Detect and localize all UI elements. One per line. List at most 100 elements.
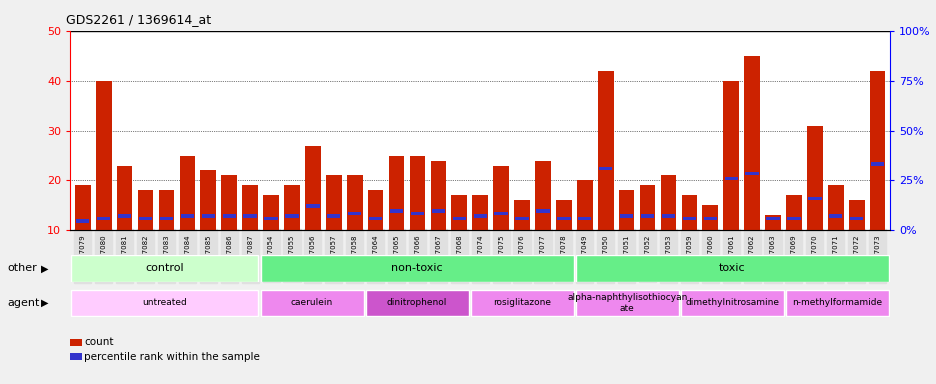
- Bar: [158, 190, 174, 230]
- Text: dimethylnitrosamine: dimethylnitrosamine: [685, 298, 779, 308]
- Bar: [598, 167, 612, 170]
- Bar: [828, 214, 841, 218]
- Bar: [347, 212, 361, 215]
- Bar: [200, 170, 216, 230]
- Bar: [680, 290, 783, 316]
- Bar: [389, 209, 402, 213]
- Bar: [680, 195, 696, 230]
- Bar: [95, 81, 111, 230]
- Bar: [431, 209, 445, 213]
- Bar: [160, 217, 173, 220]
- Bar: [181, 214, 194, 218]
- Bar: [117, 166, 132, 230]
- Text: non-toxic: non-toxic: [391, 263, 443, 273]
- Bar: [71, 290, 258, 316]
- Bar: [327, 214, 340, 218]
- Bar: [786, 217, 799, 220]
- Bar: [869, 71, 885, 230]
- Bar: [577, 180, 592, 230]
- Text: agent: agent: [7, 298, 40, 308]
- Bar: [223, 214, 236, 218]
- Bar: [827, 185, 842, 230]
- Bar: [346, 175, 362, 230]
- Bar: [766, 217, 779, 220]
- Bar: [75, 185, 91, 230]
- Bar: [260, 290, 363, 316]
- Bar: [555, 200, 571, 230]
- Text: untreated: untreated: [142, 298, 187, 308]
- Bar: [365, 290, 468, 316]
- Bar: [452, 217, 465, 220]
- Text: GDS2261 / 1369614_at: GDS2261 / 1369614_at: [66, 13, 212, 26]
- Bar: [515, 217, 528, 220]
- Bar: [260, 255, 573, 282]
- Text: percentile rank within the sample: percentile rank within the sample: [84, 352, 260, 362]
- Bar: [535, 209, 549, 213]
- Bar: [285, 214, 299, 218]
- Bar: [470, 290, 573, 316]
- Bar: [514, 200, 530, 230]
- Bar: [808, 197, 821, 200]
- Bar: [118, 214, 131, 218]
- Bar: [76, 219, 90, 223]
- Bar: [849, 217, 862, 220]
- Text: toxic: toxic: [719, 263, 745, 273]
- Text: rosiglitazone: rosiglitazone: [492, 298, 550, 308]
- Text: alpha-naphthylisothiocyan
ate: alpha-naphthylisothiocyan ate: [566, 293, 687, 313]
- Bar: [702, 205, 717, 230]
- Bar: [640, 214, 653, 218]
- Bar: [765, 215, 780, 230]
- Text: n-methylformamide: n-methylformamide: [792, 298, 882, 308]
- Bar: [409, 156, 425, 230]
- Bar: [639, 185, 654, 230]
- Bar: [368, 190, 383, 230]
- Bar: [578, 217, 591, 220]
- Bar: [576, 255, 888, 282]
- Bar: [284, 185, 300, 230]
- Bar: [201, 214, 214, 218]
- Bar: [138, 190, 154, 230]
- Bar: [473, 214, 487, 218]
- Bar: [410, 212, 424, 215]
- Bar: [618, 190, 634, 230]
- Text: ▶: ▶: [41, 263, 49, 273]
- Bar: [557, 217, 570, 220]
- Bar: [661, 214, 675, 218]
- Bar: [180, 156, 195, 230]
- Bar: [472, 195, 488, 230]
- Bar: [724, 177, 737, 180]
- Bar: [597, 71, 613, 230]
- Bar: [743, 56, 759, 230]
- Bar: [430, 161, 446, 230]
- Bar: [682, 217, 695, 220]
- Bar: [745, 172, 758, 175]
- Text: ▶: ▶: [41, 298, 49, 308]
- Bar: [785, 195, 801, 230]
- Bar: [785, 290, 888, 316]
- Bar: [620, 214, 633, 218]
- Bar: [534, 161, 550, 230]
- Text: dinitrophenol: dinitrophenol: [387, 298, 446, 308]
- Bar: [264, 217, 277, 220]
- Bar: [451, 195, 467, 230]
- Bar: [71, 255, 258, 282]
- Bar: [139, 217, 152, 220]
- Bar: [305, 146, 320, 230]
- Bar: [388, 156, 404, 230]
- Bar: [243, 214, 256, 218]
- Bar: [369, 217, 382, 220]
- Bar: [703, 217, 716, 220]
- Bar: [576, 290, 679, 316]
- Bar: [848, 200, 864, 230]
- Bar: [494, 212, 507, 215]
- Bar: [326, 175, 342, 230]
- Text: control: control: [145, 263, 184, 273]
- Bar: [263, 195, 279, 230]
- Text: other: other: [7, 263, 37, 273]
- Bar: [242, 185, 257, 230]
- Bar: [306, 204, 319, 208]
- Bar: [806, 126, 822, 230]
- Text: caerulein: caerulein: [290, 298, 333, 308]
- Bar: [660, 175, 676, 230]
- Bar: [870, 162, 884, 166]
